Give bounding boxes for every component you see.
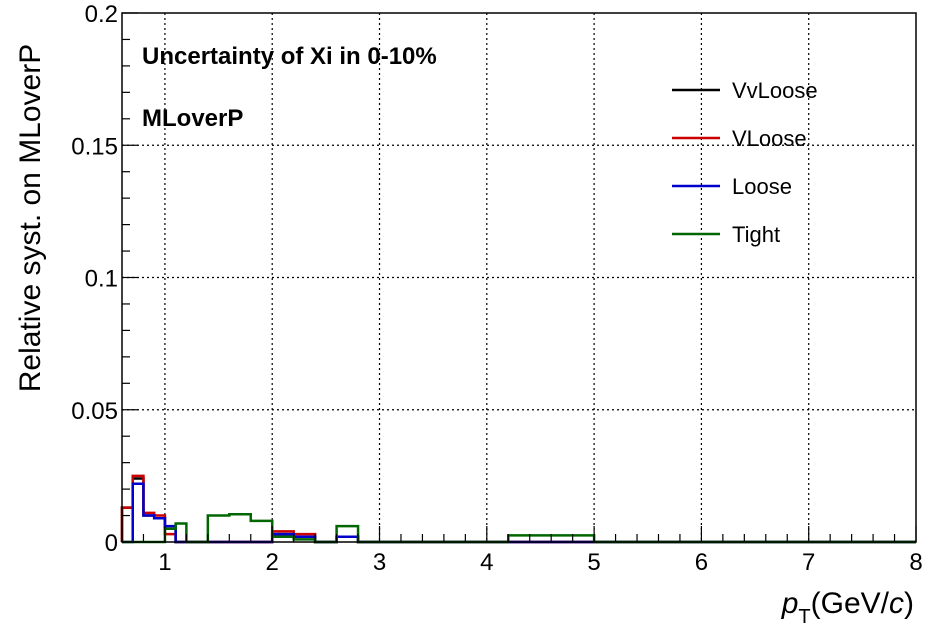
x-axis-title-p: p <box>781 587 799 620</box>
legend-label-vvloose: VvLoose <box>732 78 818 103</box>
grid <box>122 13 916 542</box>
y-tick-label: 0 <box>105 530 118 557</box>
y-tick-label: 0.1 <box>85 266 118 293</box>
y-tick-label: 0.15 <box>71 133 118 160</box>
x-tick-label: 5 <box>587 549 600 576</box>
x-tick-label: 3 <box>373 549 386 576</box>
x-tick-label: 2 <box>266 549 279 576</box>
axis-ticks <box>121 12 917 543</box>
x-tick-label: 4 <box>480 549 493 576</box>
legend-label-loose: Loose <box>732 174 792 199</box>
x-axis-title-unit-open: (GeV/ <box>811 587 890 620</box>
y-tick-label: 0.05 <box>71 398 118 425</box>
annotation-variable: MLoverP <box>142 105 243 132</box>
y-axis-title: Relative syst. on MLoverP <box>14 44 47 392</box>
x-tick-label: 6 <box>695 549 708 576</box>
tick-labels: 1 2 3 4 5 6 7 8 0 0.05 0.1 0.15 0.2 <box>71 1 922 576</box>
x-tick-label: 8 <box>909 549 922 576</box>
legend-label-tight: Tight <box>732 222 780 247</box>
x-axis-title-sub: T <box>798 606 810 628</box>
x-axis-title-unit-var: c <box>889 587 904 620</box>
x-tick-label: 1 <box>158 549 171 576</box>
x-axis-title-unit-close: ) <box>904 587 914 620</box>
x-axis-title: pT(GeV/c) <box>781 587 914 628</box>
x-tick-label: 7 <box>802 549 815 576</box>
legend-label-vloose: VLoose <box>732 126 807 151</box>
legend: VvLoose VLoose Loose Tight <box>672 78 818 247</box>
annotation-title: Uncertainty of Xi in 0-10% <box>142 43 437 70</box>
y-tick-label: 0.2 <box>85 1 118 28</box>
